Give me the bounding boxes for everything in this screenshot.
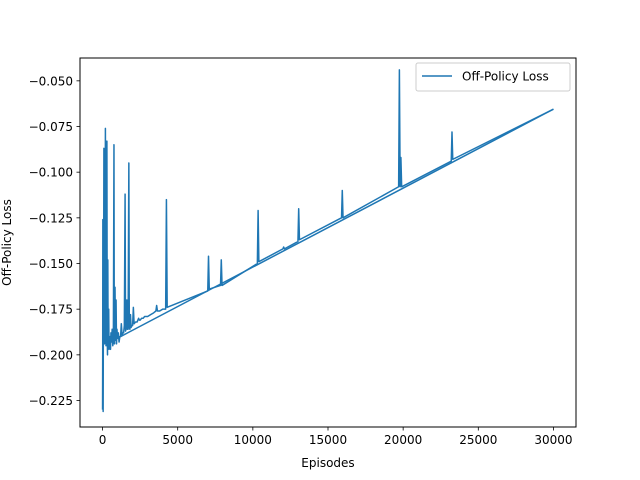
y-axis-ticks: −0.225 −0.200 −0.175 −0.150 −0.125 −0.100 −0.0… (29, 74, 80, 408)
legend: Off-Policy Loss (415, 62, 571, 92)
y-tick-label: −0.125 (29, 211, 73, 225)
x-axis-label: Episodes (301, 456, 354, 470)
y-tick-label: −0.100 (29, 166, 73, 180)
plot-area (101, 69, 554, 413)
y-axis-label: Off-Policy Loss (0, 199, 14, 286)
x-tick-label: 25000 (459, 433, 497, 447)
y-tick-label: −0.175 (29, 303, 73, 317)
series-line-0 (101, 69, 554, 413)
x-tick-label: 5000 (162, 433, 193, 447)
x-tick-label: 0 (99, 433, 107, 447)
x-tick-label: 10000 (234, 433, 272, 447)
legend-box (415, 62, 571, 92)
axes-frame (79, 57, 577, 428)
x-tick-label: 15000 (309, 433, 347, 447)
legend-entry: Off-Policy Loss (462, 70, 549, 84)
y-tick-label: −0.225 (29, 394, 73, 408)
y-tick-label: −0.200 (29, 348, 73, 362)
x-axis-ticks: 0 5000 10000 15000 20000 25000 30000 (99, 427, 573, 447)
y-tick-label: −0.075 (29, 120, 73, 134)
x-tick-label: 30000 (534, 433, 572, 447)
y-tick-label: −0.150 (29, 257, 73, 271)
x-tick-label: 20000 (384, 433, 422, 447)
series-baseline-0 (120, 108, 554, 338)
y-tick-label: −0.050 (29, 74, 73, 88)
